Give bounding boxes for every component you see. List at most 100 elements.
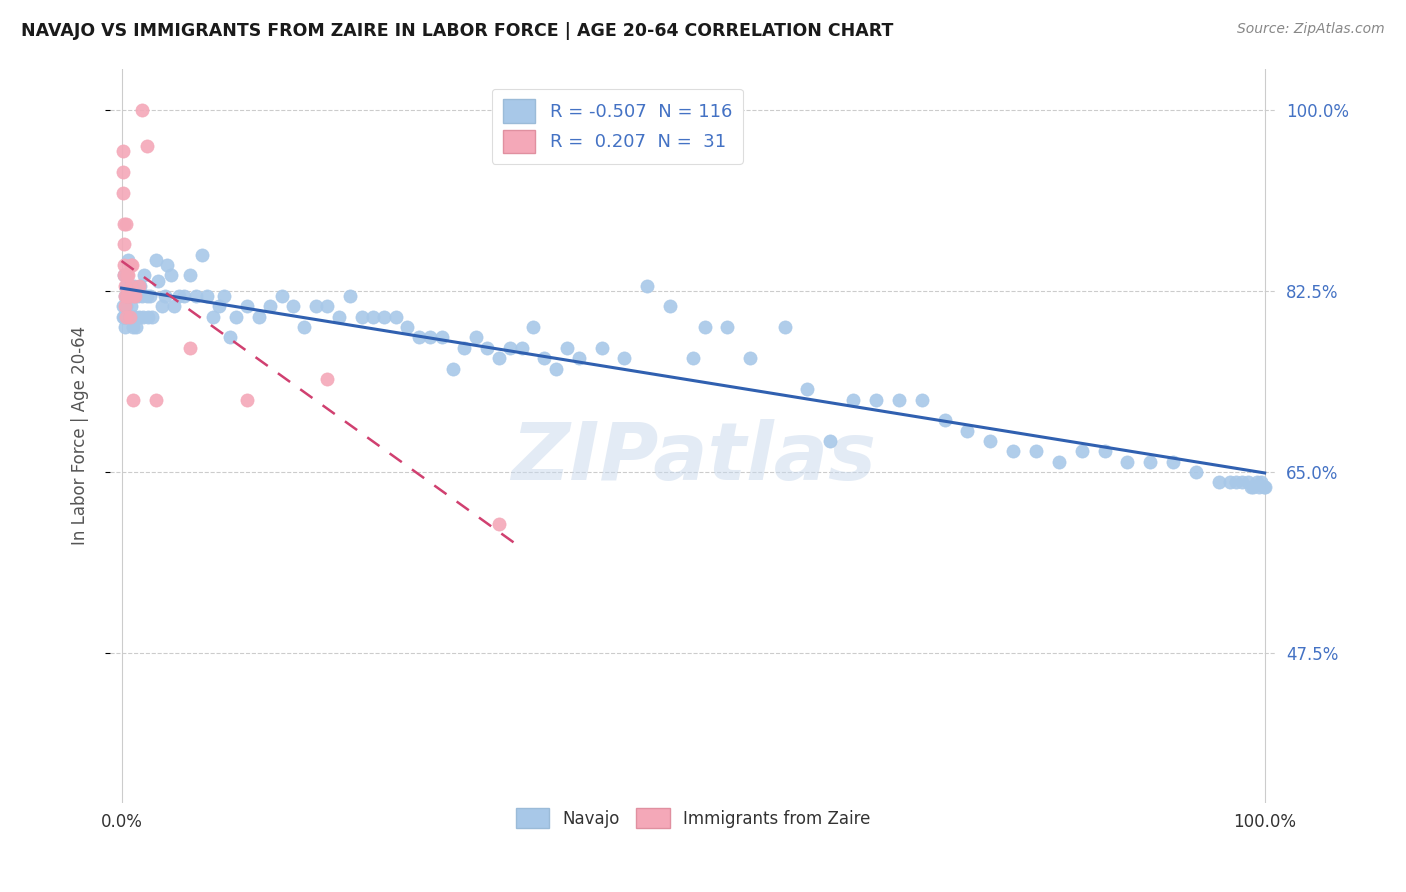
Point [173,289,195,303]
Point [184,289,207,303]
Point [122,278,145,293]
Point [1208,475,1230,490]
Point [305,300,328,314]
Point [159,268,181,283]
Point [740,351,762,366]
Point [1219,475,1241,490]
Point [112,310,135,324]
Point [128,278,150,293]
Point [156,258,179,272]
Point [153,289,176,303]
Point [408,330,430,344]
Point [114,289,136,303]
Point [820,434,842,448]
Point [294,320,316,334]
Point [510,341,533,355]
Point [112,217,135,231]
Point [214,289,236,303]
Point [115,289,138,303]
Point [281,300,304,314]
Point [114,300,136,314]
Text: ZIPatlas: ZIPatlas [510,418,876,497]
Point [557,341,579,355]
Point [1241,480,1264,494]
Point [111,145,134,159]
Point [114,320,136,334]
Point [842,392,865,407]
Point [127,289,149,303]
Point [120,258,142,272]
Point [131,103,153,117]
Point [111,310,134,324]
Point [441,361,464,376]
Point [115,300,138,314]
Point [1025,444,1047,458]
Point [122,289,145,303]
Point [114,278,136,293]
Point [124,310,146,324]
Point [1247,480,1270,494]
Point [419,330,441,344]
Point [128,278,150,293]
Point [167,289,190,303]
Point [122,320,145,334]
Point [659,300,682,314]
Point [111,165,134,179]
Point [115,217,138,231]
Point [118,310,141,324]
Point [693,320,716,334]
Point [1253,480,1275,494]
Point [135,139,157,153]
Point [934,413,956,427]
Point [219,330,242,344]
Point [533,351,555,366]
Point [115,268,138,283]
Point [135,289,157,303]
Point [111,186,134,200]
Point [682,351,704,366]
Point [128,310,150,324]
Point [568,351,591,366]
Point [1240,480,1263,494]
Point [112,258,135,272]
Point [112,310,135,324]
Point [270,289,292,303]
Point [1094,444,1116,458]
Point [464,330,486,344]
Point [139,289,162,303]
Point [1246,475,1268,490]
Point [636,278,658,293]
Point [132,310,155,324]
Point [114,289,136,303]
Point [195,289,218,303]
Point [453,341,475,355]
Point [796,382,818,396]
Point [121,258,143,272]
Point [145,392,167,407]
Y-axis label: In Labor Force | Age 20-64: In Labor Force | Age 20-64 [72,326,89,545]
Point [247,310,270,324]
Text: NAVAJO VS IMMIGRANTS FROM ZAIRE IN LABOR FORCE | AGE 20-64 CORRELATION CHART: NAVAJO VS IMMIGRANTS FROM ZAIRE IN LABOR… [21,22,893,40]
Point [1116,454,1139,468]
Point [115,278,138,293]
Point [911,392,934,407]
Point [111,300,134,314]
Point [1047,454,1070,468]
Point [328,310,350,324]
Point [150,300,173,314]
Point [361,310,384,324]
Legend: Navajo, Immigrants from Zaire: Navajo, Immigrants from Zaire [509,801,877,835]
Point [120,278,142,293]
Point [544,361,567,376]
Point [225,310,247,324]
Point [117,268,139,283]
Point [373,310,395,324]
Point [979,434,1001,448]
Point [350,310,373,324]
Text: Source: ZipAtlas.com: Source: ZipAtlas.com [1237,22,1385,37]
Point [1185,465,1208,479]
Point [124,289,146,303]
Point [114,310,136,324]
Point [1250,475,1272,490]
Point [773,320,796,334]
